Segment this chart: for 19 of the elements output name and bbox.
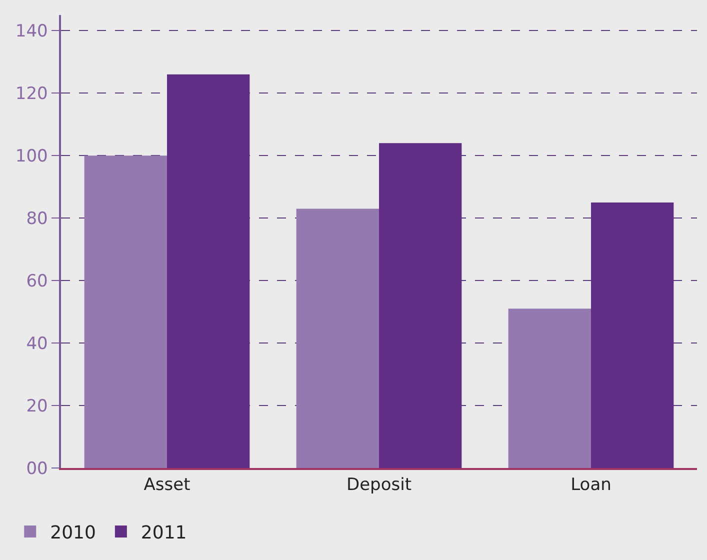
x-tick-label: Loan [570, 475, 612, 496]
y-tick-label: 40 [26, 334, 48, 354]
bar [379, 143, 462, 468]
y-tick-label: 20 [26, 396, 48, 416]
y-tick-label: 120 [15, 84, 48, 104]
y-tick-label: 60 [26, 272, 48, 292]
legend-label: 2011 [140, 522, 187, 544]
bar [167, 74, 250, 468]
bar [508, 308, 591, 468]
bar [591, 202, 674, 468]
y-tick-label: 100 [15, 146, 48, 167]
x-tick-label: Asset [144, 475, 191, 496]
x-tick-label: Deposit [346, 475, 412, 496]
y-tick-label: 140 [15, 22, 48, 42]
y-tick-label: 80 [26, 209, 48, 230]
bar [296, 208, 379, 468]
legend-label: 2010 [50, 522, 96, 544]
bar [84, 156, 167, 468]
y-tick-label: 00 [26, 458, 48, 479]
